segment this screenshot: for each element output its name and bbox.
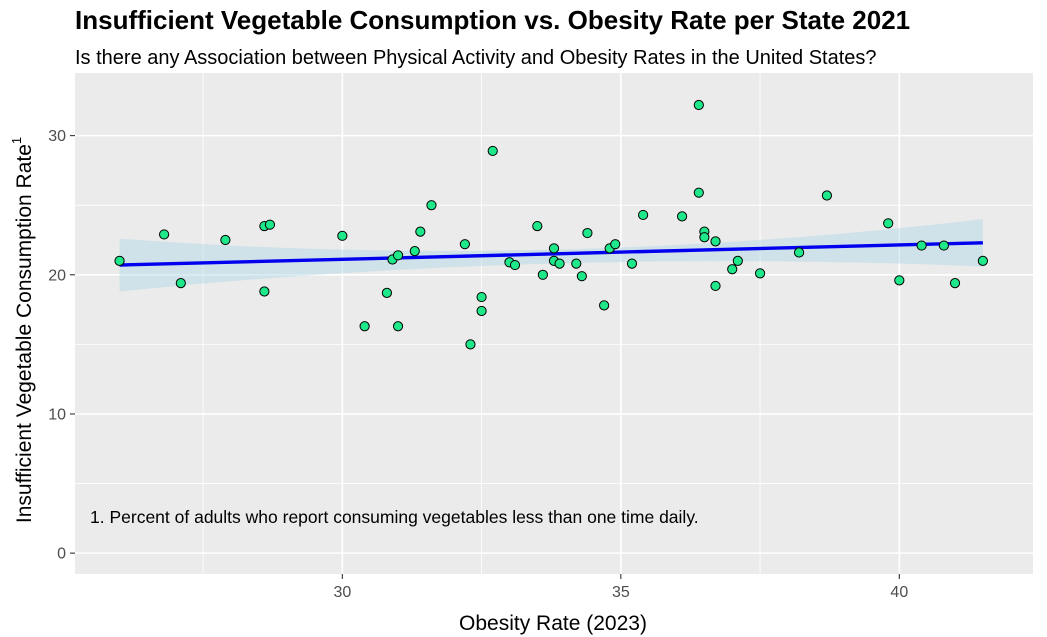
data-point (220, 234, 231, 246)
data-point (894, 275, 905, 286)
data-point (977, 255, 988, 266)
footnote: 1. Percent of adults who report consumin… (90, 507, 699, 527)
data-point (487, 145, 498, 157)
data-point (576, 271, 587, 282)
data-point (821, 190, 833, 201)
axis-ticks: 30 35 40 0 10 20 30 (48, 128, 908, 601)
data-point (359, 321, 370, 332)
data-point (599, 300, 610, 311)
data-point (476, 291, 487, 303)
data-point (793, 247, 805, 258)
data-point (699, 232, 710, 243)
y-axis-title: Insufficient Vegetable Consumption Rate1 (9, 137, 36, 523)
data-point (732, 255, 743, 266)
data-point (938, 240, 949, 251)
data-point (883, 218, 894, 229)
data-point (337, 230, 348, 241)
data-point (754, 268, 766, 279)
trend-line-group (119, 241, 983, 267)
data-point (610, 239, 621, 250)
plot-panel (75, 73, 1033, 574)
x-tick-label: 30 (333, 584, 351, 601)
data-point (916, 240, 927, 251)
data-point (459, 239, 470, 250)
data-point (159, 229, 170, 240)
data-point (693, 99, 704, 111)
y-axis-title-superscript: 1 (9, 137, 24, 144)
x-tick-label: 40 (890, 584, 908, 601)
data-point (693, 187, 704, 198)
data-point (175, 278, 186, 289)
data-point (677, 211, 688, 222)
y-tick-label: 0 (57, 546, 66, 563)
data-point (392, 321, 404, 332)
y-tick-label: 10 (48, 406, 66, 423)
data-point (426, 200, 437, 211)
data-point (392, 250, 404, 261)
data-point (638, 209, 649, 221)
data-point (949, 278, 961, 289)
data-point (571, 258, 582, 269)
data-point (114, 255, 125, 266)
y-tick-label: 30 (48, 128, 66, 145)
y-tick-label: 20 (48, 267, 66, 284)
trend-line (119, 241, 983, 267)
data-point (415, 226, 426, 237)
data-point (537, 269, 548, 280)
data-point (626, 258, 638, 269)
data-point (710, 280, 721, 292)
chart-subtitle: Is there any Association between Physica… (75, 47, 877, 69)
chart-title: Insufficient Vegetable Consumption vs. O… (75, 5, 910, 35)
data-point (554, 258, 565, 269)
y-axis-title-group: Insufficient Vegetable Consumption Rate1 (9, 137, 36, 523)
data-point (465, 339, 476, 350)
x-tick-label: 35 (612, 584, 630, 601)
data-point (409, 246, 420, 257)
data-point (259, 286, 270, 297)
data-point (582, 227, 593, 239)
data-point (476, 305, 487, 317)
data-point (509, 259, 521, 271)
grid-lines (75, 73, 1033, 574)
data-points (114, 99, 988, 350)
data-point (264, 219, 276, 230)
data-point (381, 287, 393, 298)
data-point (710, 236, 721, 247)
x-axis-title: Obesity Rate (2023) (459, 612, 647, 635)
y-axis-title-text: Insufficient Vegetable Consumption Rate (13, 144, 36, 523)
data-point (727, 264, 738, 275)
data-point (532, 220, 543, 232)
data-point (548, 243, 560, 254)
